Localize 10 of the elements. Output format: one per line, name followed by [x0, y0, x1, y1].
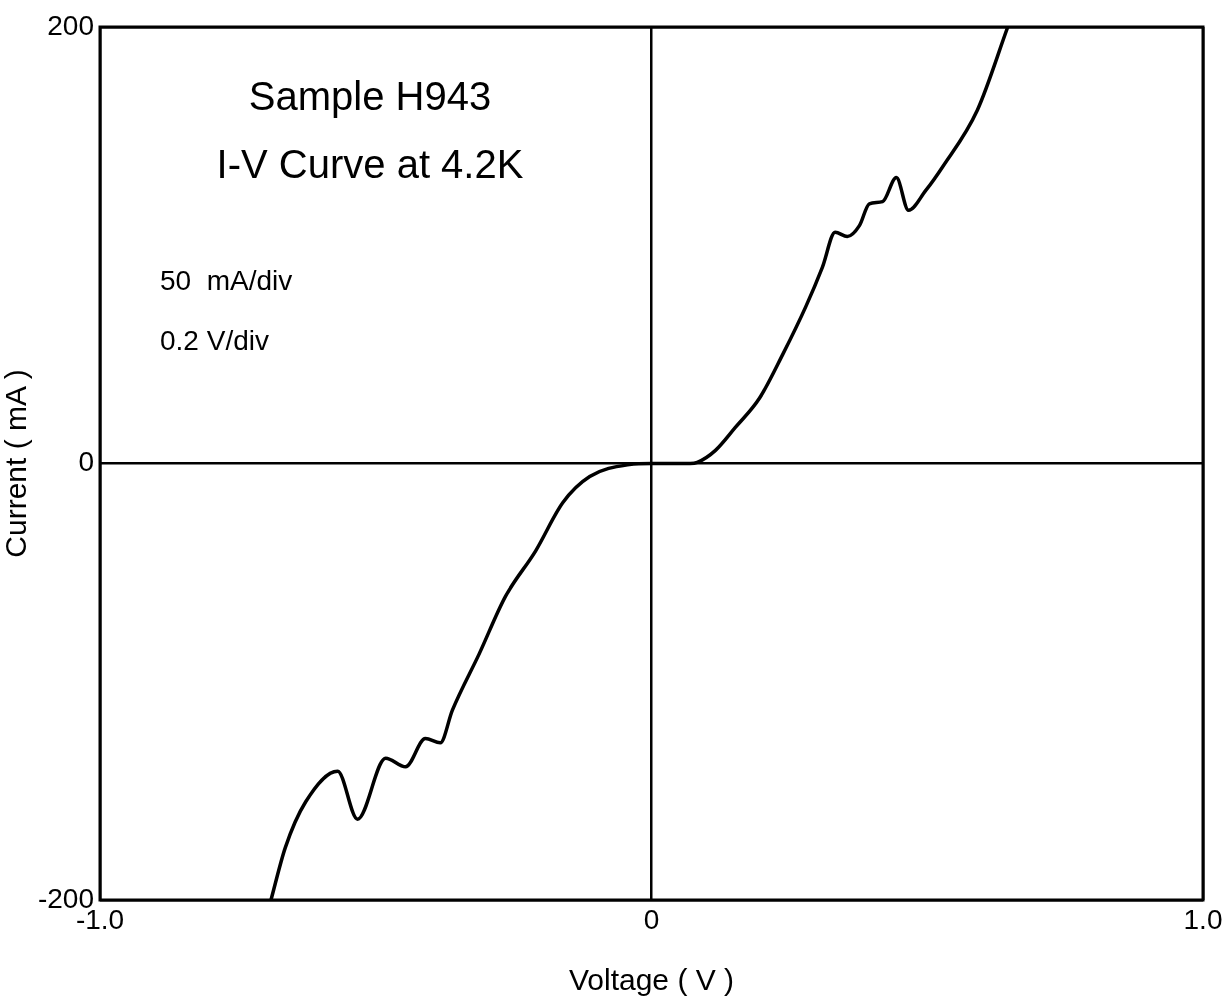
x-tick-label: 1.0 — [1183, 903, 1223, 935]
text: Sample H943 — [248, 74, 492, 119]
x-tick-label: 0 — [643, 903, 660, 935]
annotation: 0.2 V/div — [160, 324, 269, 356]
y-tick-label: 0 — [78, 446, 94, 478]
text: I-V Curve at 4.2K — [216, 142, 524, 187]
y-tick-label: 200 — [47, 9, 94, 41]
annotation: 50 mA/div — [160, 264, 293, 296]
y-axis-title: Current ( mA ) — [0, 369, 33, 558]
x-axis-title: Voltage ( V ) — [568, 963, 735, 997]
